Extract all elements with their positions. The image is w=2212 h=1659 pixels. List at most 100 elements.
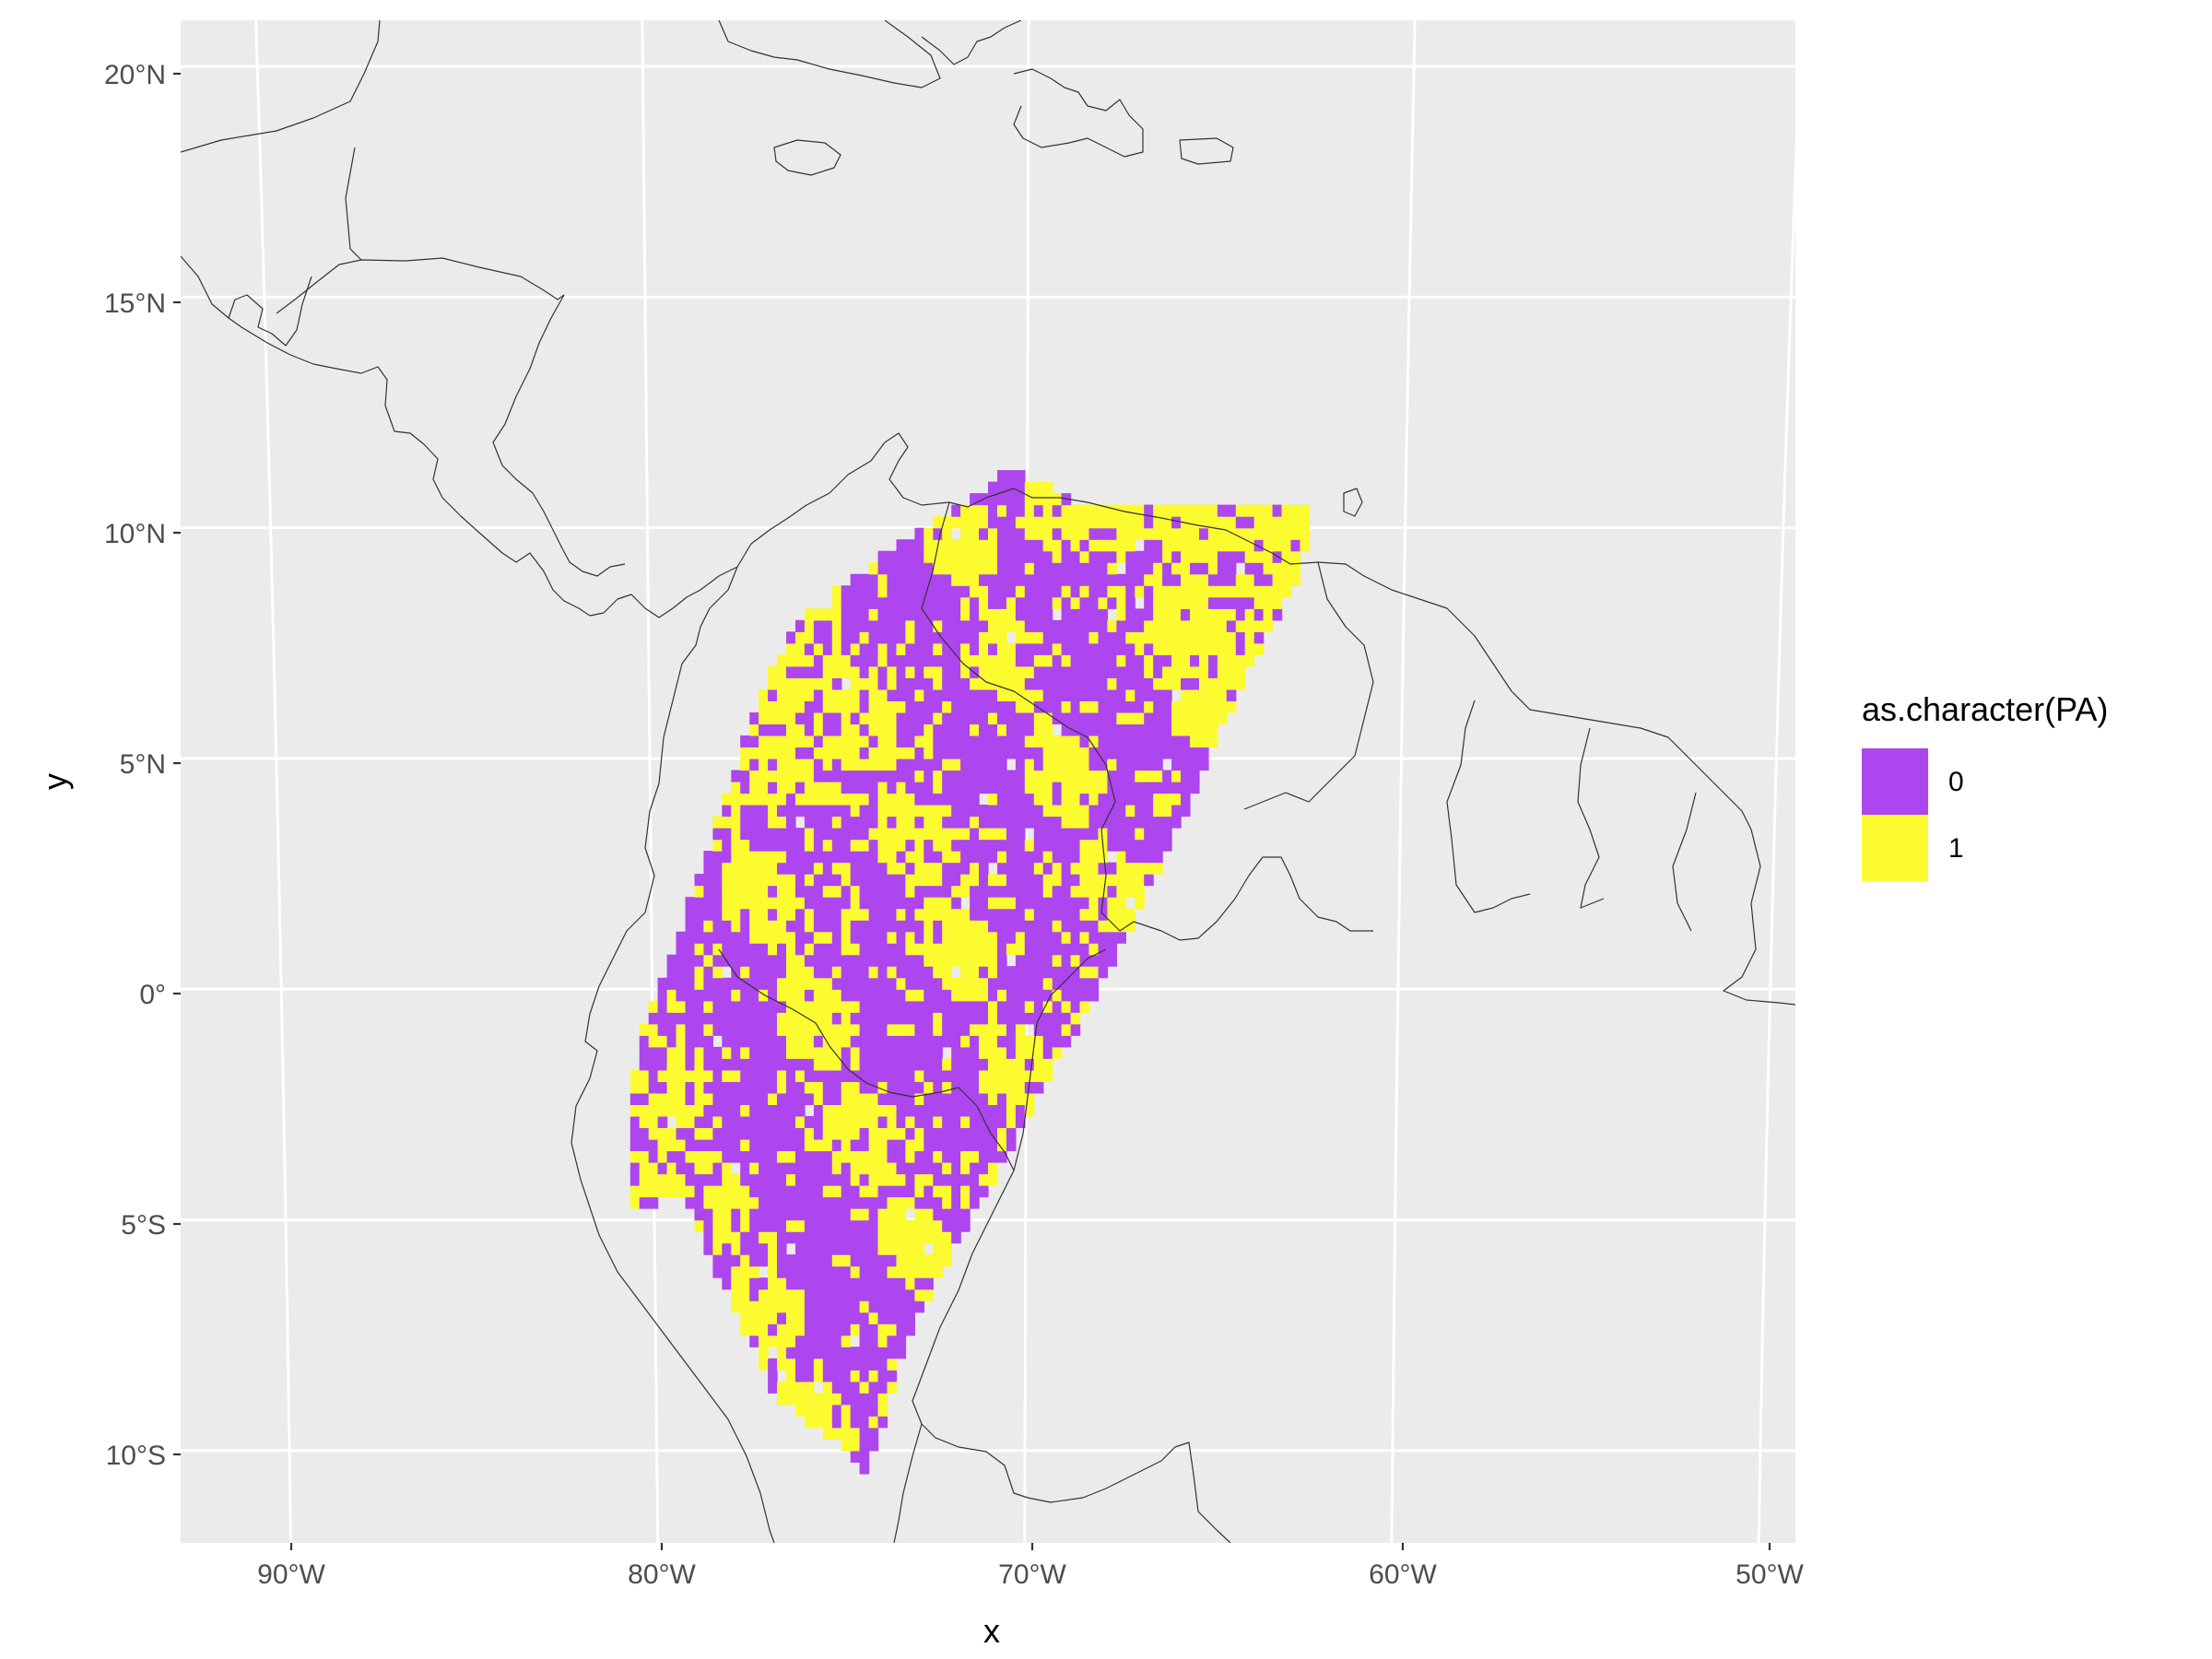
presence-cell xyxy=(731,862,741,875)
presence-cell xyxy=(795,1312,806,1324)
presence-cell xyxy=(1061,759,1072,771)
absence-cell xyxy=(887,1139,898,1152)
absence-cell xyxy=(786,1231,796,1244)
presence-cell xyxy=(777,677,787,690)
absence-cell xyxy=(988,1127,998,1140)
absence-cell xyxy=(841,1300,852,1313)
presence-cell xyxy=(1153,793,1163,806)
absence-cell xyxy=(850,712,861,724)
absence-cell xyxy=(914,1150,924,1163)
absence-cell xyxy=(722,1092,732,1105)
absence-cell xyxy=(831,1092,842,1105)
presence-cell xyxy=(786,1393,796,1406)
presence-cell xyxy=(979,920,989,933)
presence-cell xyxy=(1181,665,1191,678)
absence-cell xyxy=(813,1335,824,1347)
absence-cell xyxy=(703,989,713,1002)
absence-cell xyxy=(896,1185,907,1198)
absence-cell xyxy=(676,954,687,967)
absence-cell xyxy=(731,1023,741,1036)
presence-cell xyxy=(1300,527,1311,540)
presence-cell xyxy=(1290,550,1301,563)
presence-cell xyxy=(712,1242,723,1255)
absence-cell xyxy=(887,1000,898,1013)
absence-cell xyxy=(868,1358,879,1371)
absence-cell xyxy=(1006,862,1017,875)
absence-cell xyxy=(722,1000,732,1013)
absence-cell xyxy=(813,1277,824,1290)
presence-cell xyxy=(1042,805,1053,818)
absence-cell xyxy=(850,862,861,875)
absence-cell xyxy=(877,550,888,563)
absence-cell xyxy=(1116,735,1126,747)
presence-cell xyxy=(933,816,943,829)
presence-cell xyxy=(831,688,842,701)
absence-cell xyxy=(988,805,998,818)
presence-cell xyxy=(804,608,815,621)
presence-cell xyxy=(1244,550,1255,563)
presence-cell xyxy=(1042,747,1053,759)
presence-cell xyxy=(868,1162,879,1175)
absence-cell xyxy=(1244,596,1255,609)
presence-cell xyxy=(831,1427,842,1440)
presence-cell xyxy=(666,1081,677,1094)
presence-cell xyxy=(1207,527,1218,540)
absence-cell xyxy=(887,943,898,956)
absence-cell xyxy=(1088,724,1100,736)
presence-cell xyxy=(970,931,980,944)
absence-cell xyxy=(1006,539,1017,552)
absence-cell xyxy=(1070,665,1081,678)
absence-cell xyxy=(988,851,998,864)
presence-cell xyxy=(1153,677,1163,690)
presence-cell xyxy=(1042,1069,1053,1082)
absence-cell xyxy=(777,1173,787,1186)
absence-cell xyxy=(712,862,723,875)
absence-cell xyxy=(648,1196,659,1209)
absence-cell xyxy=(1098,631,1109,644)
presence-cell xyxy=(1006,619,1017,632)
y-tick-label: 10°S xyxy=(106,1441,166,1471)
presence-cell xyxy=(887,712,898,724)
presence-cell xyxy=(868,1127,879,1140)
absence-cell xyxy=(988,1115,998,1128)
absence-cell xyxy=(1190,782,1200,794)
absence-cell xyxy=(795,943,806,956)
absence-cell xyxy=(813,665,824,678)
presence-cell xyxy=(1190,735,1200,747)
presence-cell xyxy=(694,966,705,979)
presence-cell xyxy=(1162,596,1172,609)
absence-cell xyxy=(813,759,824,771)
presence-cell xyxy=(1079,516,1090,529)
absence-cell xyxy=(896,550,907,563)
presence-cell xyxy=(988,631,998,644)
absence-cell xyxy=(1015,573,1026,586)
presence-cell xyxy=(1300,539,1311,552)
absence-cell xyxy=(712,931,723,944)
absence-cell xyxy=(979,851,989,864)
absence-cell xyxy=(914,1023,924,1036)
presence-cell xyxy=(1024,700,1035,713)
presence-cell xyxy=(795,1069,806,1082)
absence-cell xyxy=(740,1127,750,1140)
presence-cell xyxy=(1024,1092,1035,1105)
presence-cell xyxy=(1181,596,1191,609)
absence-cell xyxy=(841,1347,852,1359)
presence-cell xyxy=(1144,573,1154,586)
absence-cell xyxy=(905,977,915,990)
absence-cell xyxy=(1107,665,1117,678)
absence-cell xyxy=(979,1185,989,1198)
presence-cell xyxy=(1079,816,1090,829)
presence-cell xyxy=(795,966,806,979)
absence-cell xyxy=(877,943,888,956)
absence-cell xyxy=(924,1196,934,1209)
absence-cell xyxy=(1033,642,1044,655)
absence-cell xyxy=(1253,562,1265,575)
absence-cell xyxy=(877,562,888,575)
absence-cell xyxy=(859,665,870,678)
absence-cell xyxy=(997,862,1007,875)
absence-cell xyxy=(896,943,907,956)
presence-cell xyxy=(877,828,888,841)
absence-cell xyxy=(712,1092,723,1105)
presence-cell xyxy=(768,1312,778,1324)
presence-cell xyxy=(1125,908,1135,921)
